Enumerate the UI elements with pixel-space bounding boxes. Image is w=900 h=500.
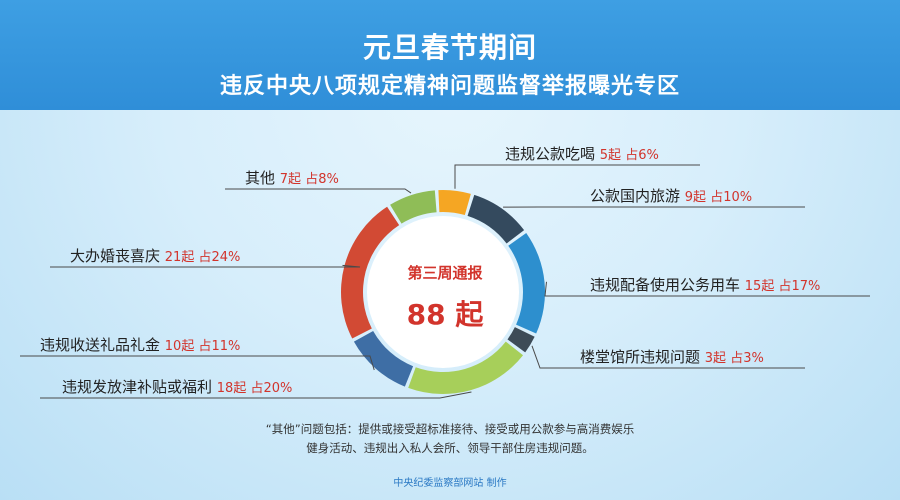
leader-line [531,345,805,369]
donut-slice [390,190,437,224]
slice-label-name: 违规发放津补贴或福利 [62,378,217,396]
leader-line [50,264,361,268]
donut-slice [508,233,545,334]
page-title: 元旦春节期间 [362,31,537,64]
slice-label-count: 21起 [165,250,199,265]
slice-label-pct: 占10% [710,190,752,205]
slice-label-name: 违规公款吃喝 [505,145,600,163]
donut-slice [438,189,471,216]
slice-label-count: 9起 [685,190,710,205]
slice-label-pct: 占17% [778,279,820,294]
credit-text: 中央纪委监察部网站 制作 [393,478,507,489]
leader-line [544,281,870,297]
note-line-2: 健身活动、违规出入私人会所、领导干部住房违规问题。 [306,441,594,455]
donut-slice [408,341,524,394]
slice-label-name: 违规配备使用公务用车 [590,276,745,294]
slice-label-name: 楼堂馆所违规问题 [580,348,705,366]
note-line-1: “其他”问题包括：提供或接受超标准接待、接受或用公款参与高消费娱乐 [265,422,635,436]
slice-label: 违规收送礼品礼金 10起 占11% [40,336,240,354]
leader-line [454,164,700,189]
slice-label-pct: 占8% [305,172,339,187]
slice-label: 其他 7起 占8% [245,169,339,187]
donut-slice [341,206,400,339]
donut-slice [353,330,414,387]
leader-line [20,355,375,371]
slice-label-name: 其他 [245,169,280,187]
center-label: 第三周通报 [407,264,483,282]
slice-label-pct: 占3% [730,351,764,366]
header-banner: 元旦春节期间 违反中央八项规定精神问题监督举报曝光专区 [0,0,900,110]
slice-label: 大办婚丧喜庆 21起 占24% [70,247,240,265]
slice-label-count: 5起 [600,148,625,163]
slice-label-name: 公款国内旅游 [590,187,685,205]
leader-line [225,188,412,194]
slice-label-count: 3起 [705,351,730,366]
slice-label-count: 15起 [745,279,779,294]
slice-label-count: 10起 [165,339,199,354]
slice-label-pct: 占24% [198,250,240,265]
slice-label: 楼堂馆所违规问题 3起 占3% [580,348,764,366]
slice-label: 违规配备使用公务用车 15起 占17% [590,276,820,294]
slice-label: 违规公款吃喝 5起 占6% [505,145,659,163]
donut-slice [467,194,525,244]
slice-label-pct: 占6% [625,148,659,163]
page-subtitle: 违反中央八项规定精神问题监督举报曝光专区 [219,74,680,99]
slice-label-count: 18起 [217,381,251,396]
center-total: 88 起 [406,298,484,331]
slice-label-name: 大办婚丧喜庆 [70,247,165,265]
slice-label: 公款国内旅游 9起 占10% [590,187,752,205]
slice-label-pct: 占11% [198,339,240,354]
slice-label-count: 7起 [280,172,305,187]
leader-line [40,391,472,399]
slice-label: 违规发放津补贴或福利 18起 占20% [62,378,292,396]
donut-inner-disc [367,216,519,368]
slice-label-name: 违规收送礼品礼金 [40,336,165,354]
slice-label-pct: 占20% [250,381,292,396]
donut-slice [507,327,535,353]
